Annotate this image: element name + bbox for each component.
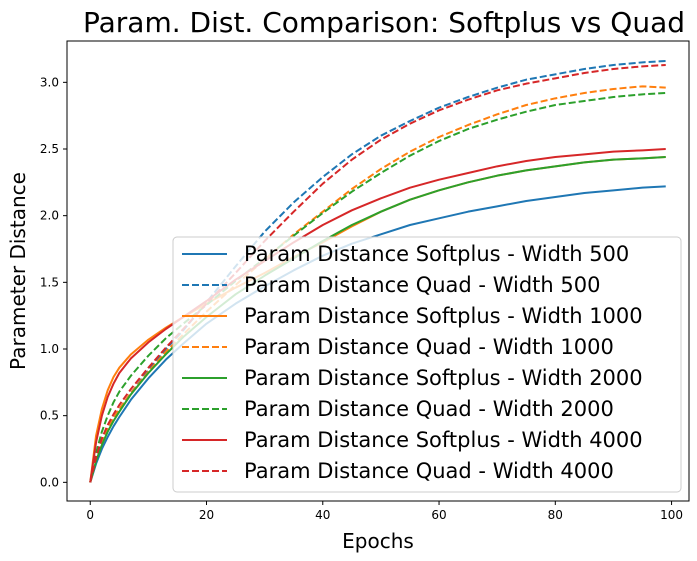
- y-tick-label: 0.5: [40, 409, 59, 423]
- y-axis-label: Parameter Distance: [6, 172, 30, 370]
- series-line-6: [89, 92, 666, 483]
- series-line-8: [89, 64, 666, 483]
- legend: Param Distance Softplus - Width 500 Param…: [172, 236, 682, 493]
- legend-label: Param Distance Quad - Width 1000: [244, 335, 614, 359]
- x-tick-label: 100: [660, 508, 683, 522]
- y-tick-label: 3.0: [40, 75, 59, 89]
- y-tick-label: 1.0: [40, 342, 59, 356]
- y-tick-label: 2.0: [40, 209, 59, 223]
- x-tick-label: 40: [315, 508, 330, 522]
- y-axis: 0.0 0.5 1.0 1.5 2.0 2.5 3.0: [40, 75, 67, 489]
- y-tick-label: 0.0: [40, 475, 59, 489]
- chart-title: Param. Dist. Comparison: Softplus vs Qua…: [83, 6, 685, 39]
- x-axis-label: Epochs: [342, 529, 414, 553]
- legend-label: Param Distance Softplus - Width 4000: [244, 428, 643, 452]
- legend-label: Param Distance Softplus - Width 2000: [244, 366, 643, 390]
- y-tick-label: 2.5: [40, 142, 59, 156]
- x-axis: 0 20 40 60 80 100: [86, 501, 683, 522]
- y-tick-label: 1.5: [40, 275, 59, 289]
- x-tick-label: 80: [548, 508, 563, 522]
- legend-label: Param Distance Quad - Width 500: [244, 273, 600, 297]
- x-tick-label: 60: [431, 508, 446, 522]
- axes-frame: [66, 40, 690, 502]
- series-line-4: [89, 85, 666, 483]
- x-tick-label: 20: [199, 508, 214, 522]
- legend-label: Param Distance Softplus - Width 1000: [244, 304, 643, 328]
- legend-box: [172, 236, 682, 493]
- legend-label: Param Distance Quad - Width 2000: [244, 397, 614, 421]
- x-tick-label: 0: [86, 508, 94, 522]
- legend-label: Param Distance Quad - Width 4000: [244, 459, 614, 483]
- legend-label: Param Distance Softplus - Width 500: [244, 242, 629, 266]
